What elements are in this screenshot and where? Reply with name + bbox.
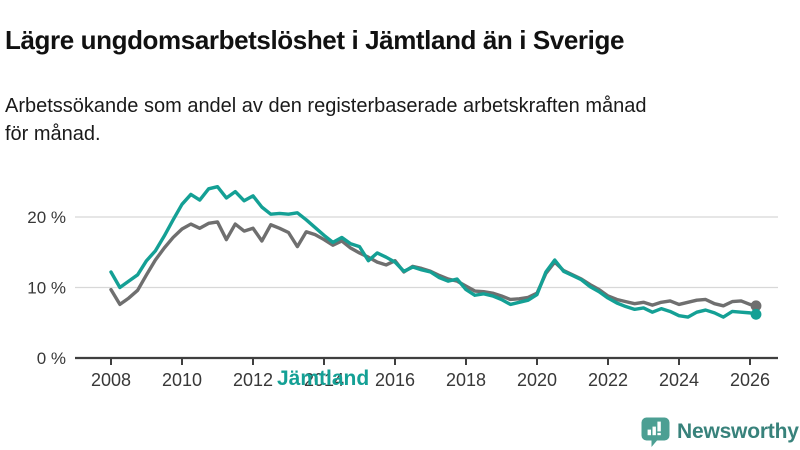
x-axis-label-2020: 2020 bbox=[517, 370, 557, 390]
series-line-jamtland bbox=[109, 184, 758, 319]
x-axis-label-2026: 2026 bbox=[730, 370, 770, 390]
x-axis-label-2012: 2012 bbox=[233, 370, 273, 390]
x-axis-label-2022: 2022 bbox=[588, 370, 628, 390]
subtitle-line-1: Arbetssökande som andel av den registerb… bbox=[5, 95, 647, 117]
x-axis-label-2008: 2008 bbox=[91, 370, 131, 390]
y-axis-label-20: 20 % bbox=[27, 208, 66, 227]
subtitle-line-2: för månad. bbox=[5, 123, 101, 145]
series-end-dot-jamtland bbox=[750, 308, 762, 320]
x-axis-label-2016: 2016 bbox=[375, 370, 415, 390]
brand-name: Newsworthy bbox=[677, 420, 799, 443]
series-line-sverige bbox=[109, 220, 758, 308]
x-axis-label-2024: 2024 bbox=[659, 370, 699, 390]
page-title: Lägre ungdomsarbetslöshet i Jämtland än … bbox=[5, 25, 625, 56]
y-axis-label-0: 0 % bbox=[37, 349, 66, 368]
chart-subtitle: Arbetssökande som andel av den registerb… bbox=[5, 92, 765, 148]
chart-canvas: 0 % 10 % 20 % 2008 2010 2012 2014 2016 2018 2020 2… bbox=[27, 184, 778, 450]
x-axis-label-2014: 2014 bbox=[304, 370, 344, 390]
unemployment-line-chart: 0 % 10 % 20 % 2008 2010 2012 2014 2016 2018 2020 2… bbox=[0, 145, 800, 450]
series-label-jamtland: Jämtland bbox=[277, 367, 369, 390]
newsworthy-bar-chart-icon bbox=[641, 417, 670, 447]
y-axis-label-10: 10 % bbox=[27, 279, 66, 298]
series-end-dot-sverige bbox=[750, 300, 762, 312]
x-axis-label-2010: 2010 bbox=[162, 370, 202, 390]
x-axis-label-2018: 2018 bbox=[446, 370, 486, 390]
newsworthy-logo: Newsworthy bbox=[641, 416, 799, 448]
